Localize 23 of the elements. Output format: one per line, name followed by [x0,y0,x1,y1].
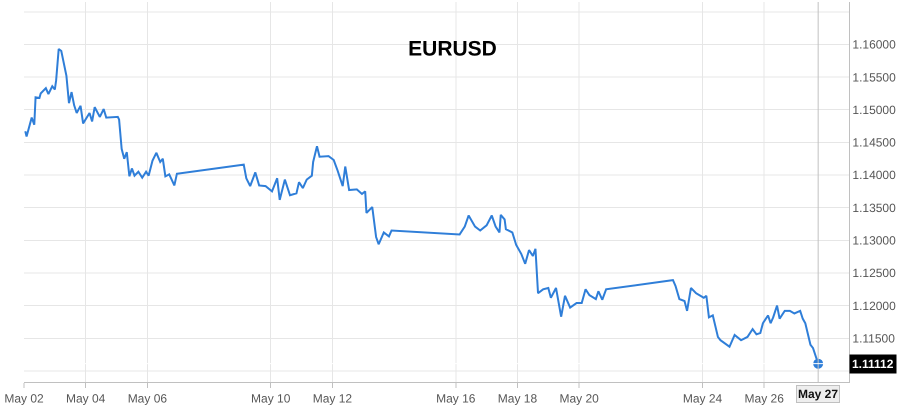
y-tick-label: 1.13500 [852,200,896,215]
x-tick-label: May 16 [436,391,476,406]
x-tick-label: May 26 [744,391,784,406]
x-tick-label: May 06 [128,391,168,406]
x-tick-label: May 04 [66,391,106,406]
x-tick-label: May 20 [559,391,600,406]
x-tick-label: May 02 [4,391,44,406]
y-tick-label: 1.15500 [852,70,896,84]
ref-line-label: 1.11112 [852,357,894,371]
x-tick-label: May 18 [498,391,538,406]
y-tick-label: 1.13000 [852,234,896,248]
x-tick-label: May 10 [251,391,291,406]
x-tick-label: May 24 [682,391,722,406]
x-tick-label: May 12 [312,391,352,406]
y-tick-label: 1.12000 [852,298,896,313]
y-tick-label: 1.14000 [852,168,896,182]
ref-line-label: May 27 [798,387,838,401]
y-tick-label: 1.11500 [852,331,896,346]
y-tick-label: 1.15000 [852,102,896,117]
y-tick-label: 1.16000 [852,38,896,52]
y-tick-label: 1.14500 [852,136,896,150]
y-tick-label: 1.12500 [852,266,896,280]
text: EURUSD [408,37,497,60]
